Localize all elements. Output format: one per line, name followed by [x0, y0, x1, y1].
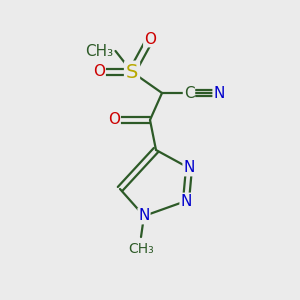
Text: O: O [108, 112, 120, 128]
Text: O: O [93, 64, 105, 80]
Text: O: O [144, 32, 156, 46]
Text: CH₃: CH₃ [85, 44, 113, 59]
Text: N: N [213, 85, 225, 100]
Text: N: N [183, 160, 195, 175]
Text: C: C [184, 85, 194, 100]
Text: N: N [180, 194, 192, 208]
Text: CH₃: CH₃ [128, 242, 154, 256]
Text: N: N [138, 208, 150, 224]
Text: S: S [126, 62, 138, 82]
